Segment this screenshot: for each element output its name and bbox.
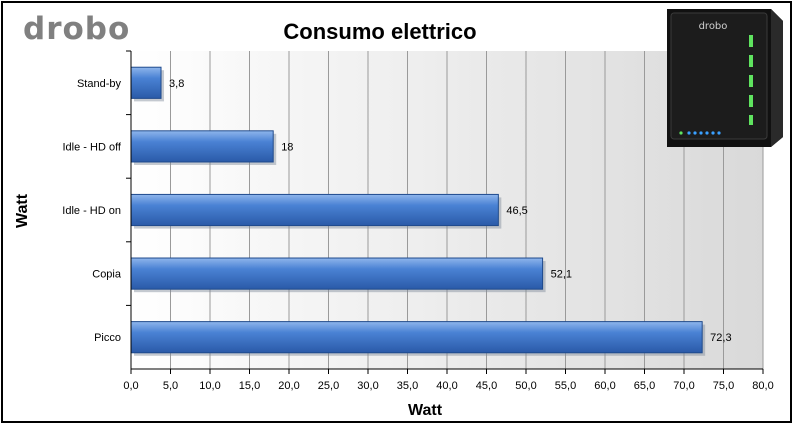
x-tick-label: 60,0 [594, 380, 615, 392]
x-tick-label: 25,0 [318, 380, 339, 392]
bars: 3,8 18 46,5 52,1 72,3 [130, 66, 732, 356]
x-tick-label: 45,0 [476, 380, 497, 392]
y-axis: Stand-by Idle - HD off Idle - HD on Copia Pi… [62, 50, 132, 369]
x-tick-label: 5,0 [163, 380, 178, 392]
category-label: Picco [94, 332, 121, 344]
category-label: Stand-by [77, 78, 122, 90]
bar-4 [130, 321, 703, 354]
x-tick-label: 15,0 [239, 380, 260, 392]
data-label: 3,8 [169, 78, 184, 90]
drobo-logo: drobo [23, 11, 131, 47]
x-tick-label: 75,0 [713, 380, 734, 392]
x-tick-label: 0,0 [123, 380, 138, 392]
x-tick-label: 70,0 [673, 380, 694, 392]
chart-title: Consumo elettrico [283, 19, 477, 44]
data-label: 72,3 [710, 332, 731, 344]
bar-2 [130, 193, 499, 227]
bar-3 [130, 257, 544, 290]
x-axis: 0,0 5,0 10,0 15,0 20,0 25,0 30,0 35,0 40,0 45,0 50… [123, 368, 774, 392]
y-axis-title: Watt [14, 193, 31, 228]
x-tick-label: 50,0 [515, 380, 536, 392]
x-tick-label: 55,0 [555, 380, 576, 392]
x-tick-label: 65,0 [634, 380, 655, 392]
category-label: Idle - HD off [63, 141, 122, 153]
bar-1 [130, 130, 274, 163]
bar-0 [130, 66, 162, 99]
x-tick-label: 40,0 [436, 380, 457, 392]
data-label: 18 [281, 141, 293, 153]
bar-chart: 3,8 18 46,5 52,1 72,3 0,0 5,0 10,0 15,0 20,0 25,0… [14, 50, 774, 419]
category-label: Idle - HD on [62, 205, 121, 217]
x-tick-label: 35,0 [397, 380, 418, 392]
x-tick-label: 30,0 [357, 380, 378, 392]
drobo-device-image: drobo [667, 9, 783, 147]
category-label: Copia [92, 269, 122, 281]
svg-text:drobo: drobo [699, 21, 728, 32]
x-tick-label: 80,0 [752, 380, 773, 392]
x-tick-label: 20,0 [278, 380, 299, 392]
x-axis-title: Watt [408, 402, 443, 419]
data-label: 52,1 [551, 269, 572, 281]
data-label: 46,5 [506, 205, 527, 217]
x-tick-label: 10,0 [199, 380, 220, 392]
